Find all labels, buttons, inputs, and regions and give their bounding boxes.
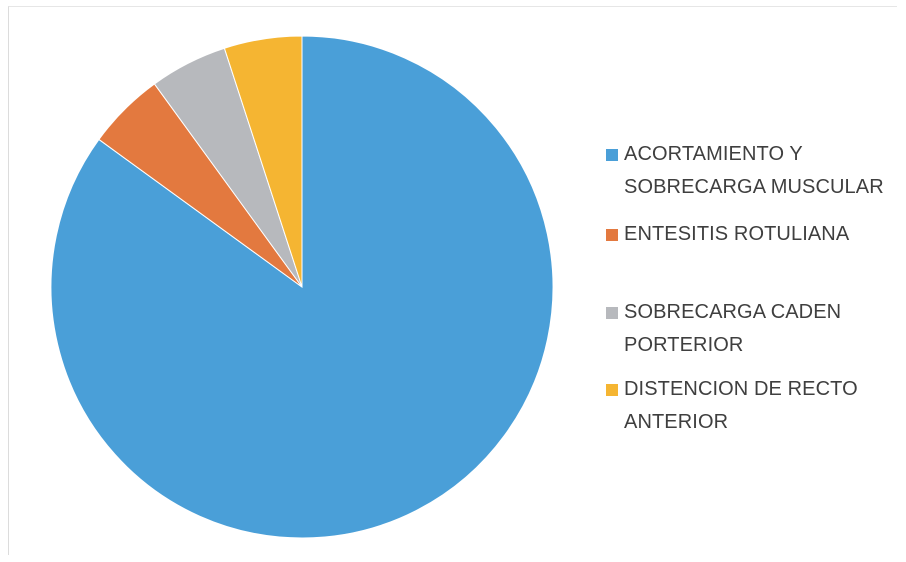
legend-label-sobrecarga-caden: SOBRECARGA CADEN PORTERIOR — [624, 301, 842, 356]
legend-item-entesitis: ENTESITIS ROTULIANA — [606, 218, 904, 251]
legend-item-sobrecarga-caden: SOBRECARGA CADEN PORTERIOR — [606, 296, 904, 362]
legend-swatch-acortamiento — [606, 149, 618, 161]
legend-label-acortamiento: ACORTAMIENTO Y SOBRECARGA MUSCULAR — [624, 143, 884, 198]
legend-swatch-sobrecarga-caden — [606, 307, 618, 319]
legend-swatch-entesitis — [606, 229, 618, 241]
legend-item-acortamiento: ACORTAMIENTO Y SOBRECARGA MUSCULAR — [606, 138, 904, 204]
legend-label-entesitis: ENTESITIS ROTULIANA — [624, 223, 850, 245]
legend-swatch-distencion — [606, 384, 618, 396]
legend-item-distencion: DISTENCION DE RECTO ANTERIOR — [606, 373, 904, 439]
pie-slices — [50, 35, 554, 539]
pie-slice-distencion — [223, 35, 303, 288]
legend-label-distencion: DISTENCION DE RECTO ANTERIOR — [624, 378, 858, 433]
chart-frame — [8, 6, 897, 555]
